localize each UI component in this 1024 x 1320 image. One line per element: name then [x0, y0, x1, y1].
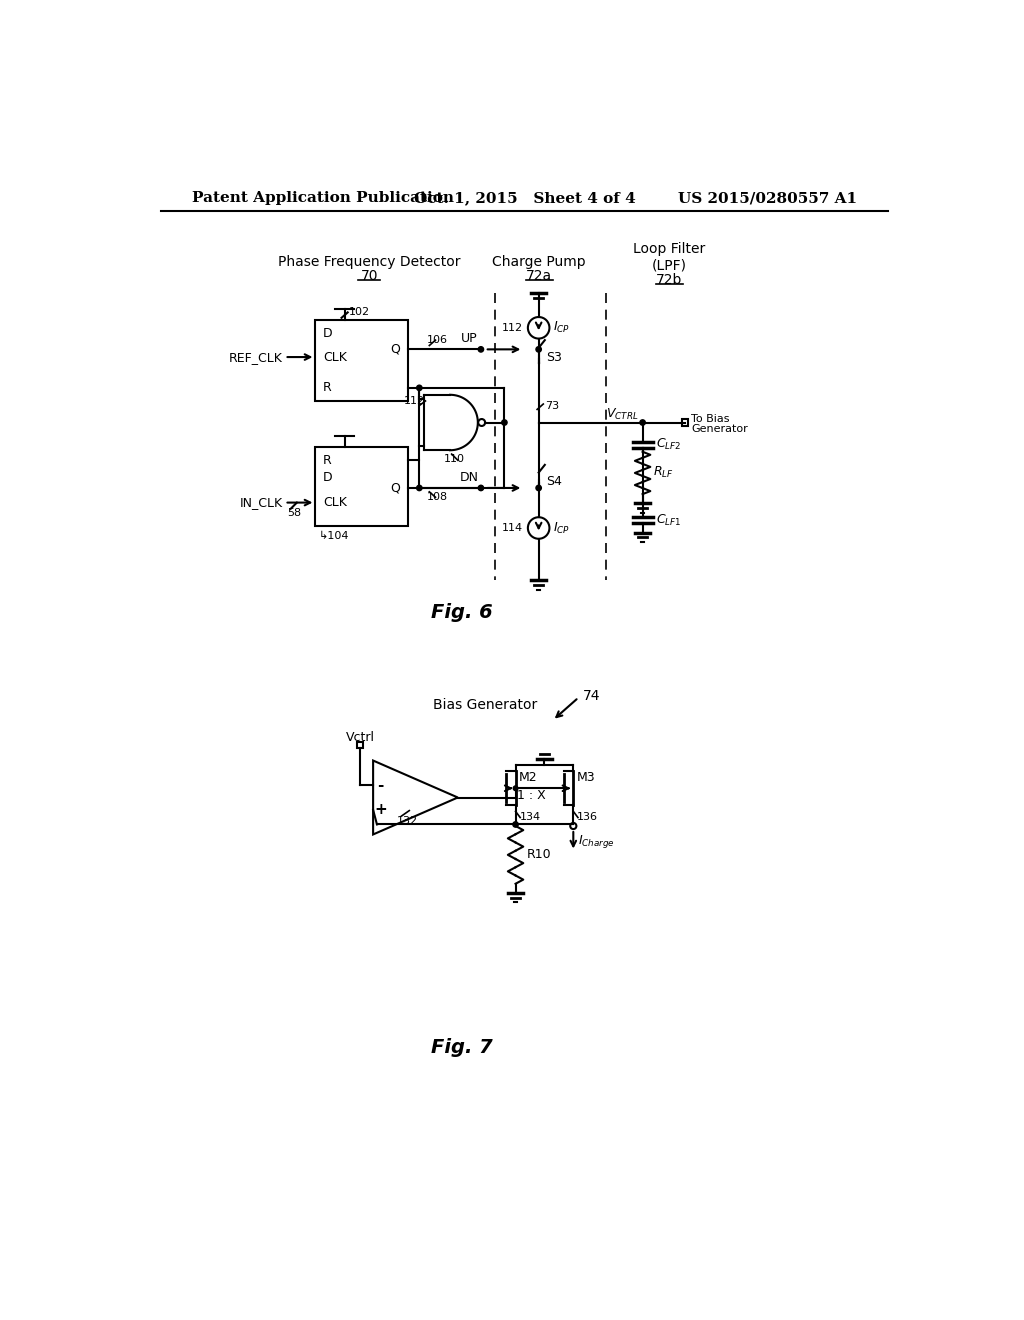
Text: +: +: [375, 803, 387, 817]
Circle shape: [417, 486, 422, 491]
Text: M2: M2: [518, 771, 538, 784]
Text: $I_{CP}$: $I_{CP}$: [553, 520, 569, 536]
Text: Oct. 1, 2015   Sheet 4 of 4: Oct. 1, 2015 Sheet 4 of 4: [414, 191, 636, 206]
Circle shape: [478, 347, 483, 352]
Text: Fig. 7: Fig. 7: [431, 1039, 493, 1057]
Circle shape: [502, 420, 507, 425]
Text: S4: S4: [547, 475, 562, 488]
Text: US 2015/0280557 A1: US 2015/0280557 A1: [678, 191, 857, 206]
Text: Charge Pump: Charge Pump: [492, 255, 586, 269]
Text: REF_CLK: REF_CLK: [229, 351, 283, 363]
Circle shape: [640, 420, 645, 425]
Text: CLK: CLK: [323, 351, 347, 363]
Text: 72a: 72a: [525, 269, 552, 284]
Text: Q: Q: [390, 343, 400, 356]
Text: R: R: [323, 454, 332, 467]
Text: 106: 106: [427, 335, 447, 345]
Text: 1 : X: 1 : X: [517, 789, 546, 803]
Text: 132: 132: [397, 816, 419, 825]
Text: Bias Generator: Bias Generator: [432, 698, 537, 711]
Text: CLK: CLK: [323, 496, 347, 510]
Text: D: D: [323, 327, 333, 341]
Text: 112: 112: [404, 396, 425, 407]
Text: 74: 74: [583, 689, 600, 702]
Text: UP: UP: [461, 333, 477, 345]
Circle shape: [513, 785, 518, 791]
Text: 112: 112: [502, 323, 523, 333]
Text: $V_{CTRL}$: $V_{CTRL}$: [606, 408, 639, 422]
Circle shape: [513, 822, 518, 828]
Bar: [682, 420, 688, 425]
Text: -: -: [378, 777, 384, 793]
Text: Phase Frequency Detector: Phase Frequency Detector: [278, 255, 461, 269]
Text: 73: 73: [545, 400, 559, 411]
Text: $R_{LF}$: $R_{LF}$: [653, 466, 674, 480]
Text: $I_{Charge}$: $I_{Charge}$: [578, 833, 614, 850]
Text: D: D: [323, 471, 333, 484]
Text: 72b: 72b: [656, 273, 683, 286]
Text: 110: 110: [443, 454, 465, 465]
Text: 136: 136: [578, 812, 598, 822]
Text: Patent Application Publication: Patent Application Publication: [193, 191, 455, 206]
Circle shape: [478, 486, 483, 491]
Text: M3: M3: [577, 771, 595, 784]
Text: Fig. 6: Fig. 6: [431, 603, 493, 622]
Text: $C_{LF2}$: $C_{LF2}$: [655, 437, 681, 453]
Text: IN_CLK: IN_CLK: [240, 496, 283, 510]
Text: Generator: Generator: [691, 424, 748, 434]
Bar: [357, 742, 364, 748]
Bar: [315, 321, 408, 401]
Text: DN: DN: [460, 471, 479, 483]
Text: 114: 114: [502, 523, 523, 533]
Circle shape: [536, 486, 542, 491]
Text: S3: S3: [547, 351, 562, 363]
Circle shape: [417, 385, 422, 391]
Text: Q: Q: [390, 482, 400, 495]
Text: $C_{LF1}$: $C_{LF1}$: [655, 512, 681, 528]
Text: ↳104: ↳104: [318, 531, 349, 541]
Bar: [315, 447, 408, 527]
Text: R: R: [323, 381, 332, 395]
Text: $I_{CP}$: $I_{CP}$: [553, 321, 569, 335]
Text: R10: R10: [526, 849, 551, 862]
Text: To Bias: To Bias: [691, 413, 730, 424]
Text: 58: 58: [287, 508, 301, 517]
Circle shape: [536, 347, 542, 352]
Text: 70: 70: [360, 269, 378, 284]
Text: 102: 102: [348, 308, 370, 317]
Text: 108: 108: [426, 492, 447, 502]
Text: Vctrl: Vctrl: [345, 731, 375, 744]
Text: 134: 134: [519, 812, 541, 822]
Text: Loop Filter
(LPF): Loop Filter (LPF): [634, 242, 706, 272]
